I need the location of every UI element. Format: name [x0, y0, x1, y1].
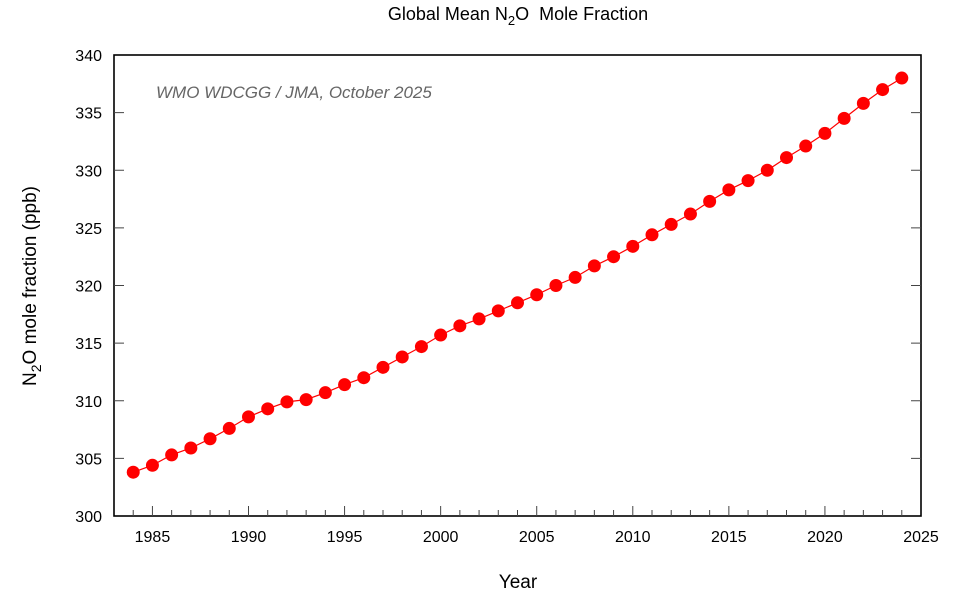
x-tick-label: 2005	[519, 529, 555, 546]
plot-frame	[113, 54, 922, 517]
data-point-2000	[434, 328, 448, 342]
data-point-1996	[357, 371, 371, 385]
data-point-2017	[760, 163, 774, 177]
data-point-1984	[126, 465, 140, 479]
data-point-1991	[261, 402, 275, 416]
x-tick-label: 1990	[231, 529, 267, 546]
y-tick-label: 315	[75, 336, 102, 353]
x-axis: 1985 1990 1995 2000 2005 2010 2015 2020 2025	[132, 506, 939, 546]
y-tick-label: 300	[75, 509, 102, 526]
y-tick-label: 310	[75, 394, 102, 411]
y-tick-label: 325	[75, 221, 102, 238]
data-point-1999	[414, 340, 428, 354]
data-point-2013	[683, 207, 697, 221]
data-point-1986	[165, 448, 179, 462]
data-point-2014	[703, 194, 717, 208]
data-point-2007	[568, 270, 582, 284]
data-point-2001	[453, 319, 467, 333]
data-point-1992	[280, 395, 294, 409]
data-point-2011	[645, 228, 659, 242]
data-point-2023	[876, 83, 890, 97]
data-point-2020	[818, 126, 832, 140]
x-axis-label: Year	[499, 572, 538, 593]
x-tick-label: 1995	[327, 529, 363, 546]
x-tick-label: 2015	[711, 529, 747, 546]
data-point-2010	[626, 239, 640, 253]
data-point-1995	[338, 378, 352, 392]
data-point-2018	[780, 151, 793, 165]
data-point-2022	[856, 96, 870, 110]
data-point-1998	[395, 350, 409, 364]
chart-title: Global Mean N2O Mole Fraction	[388, 4, 648, 28]
y-axis-label-prefix: N	[20, 372, 41, 386]
y-axis-label: N2O mole fraction (ppb)	[20, 186, 44, 386]
data-point-1994	[318, 386, 332, 400]
y-tick-label: 335	[75, 106, 102, 123]
data-point-2009	[607, 250, 621, 264]
y-axis: 300 305 310 315 320 325 330 335 340	[75, 48, 921, 526]
data-point-2021	[837, 111, 851, 125]
data-point-2019	[799, 139, 813, 153]
y-axis-label-suffix: O mole fraction (ppb)	[20, 186, 41, 364]
data-point-2003	[491, 304, 505, 318]
x-tick-label: 2010	[615, 529, 651, 546]
y-tick-label: 330	[75, 163, 102, 180]
data-point-2015	[722, 183, 736, 197]
y-axis-label-sub: 2	[28, 364, 44, 372]
data-point-2016	[741, 174, 755, 188]
chart-annotation: WMO WDCGG / JMA, October 2025	[156, 83, 432, 102]
chart-title-sub: 2	[508, 13, 515, 28]
data-point-1987	[184, 441, 198, 455]
y-tick-label: 340	[75, 48, 102, 65]
chart-title-suffix: O Mole Fraction	[515, 4, 648, 24]
data-point-1993	[299, 393, 313, 407]
data-point-2005	[530, 288, 544, 302]
data-point-1985	[145, 458, 159, 472]
chart-title-prefix: Global Mean N	[388, 4, 508, 24]
data-point-2012	[664, 217, 678, 231]
data-point-2008	[587, 259, 601, 273]
x-tick-label: 2000	[423, 529, 459, 546]
data-point-2006	[549, 279, 563, 292]
data-point-2024	[895, 71, 909, 85]
plot-area	[113, 54, 922, 517]
data-point-1997	[376, 360, 390, 374]
data-point-1990	[242, 410, 255, 424]
x-tick-label: 2020	[807, 529, 843, 546]
x-tick-label: 2025	[903, 529, 939, 546]
data-point-2002	[472, 312, 486, 326]
data-point-2004	[511, 296, 524, 310]
y-tick-label: 320	[75, 279, 102, 296]
x-tick-label: 1985	[135, 529, 171, 546]
series-global-mean-n2o	[126, 71, 909, 479]
data-point-1989	[222, 421, 236, 435]
y-tick-label: 305	[75, 451, 102, 468]
data-point-1988	[203, 432, 217, 446]
